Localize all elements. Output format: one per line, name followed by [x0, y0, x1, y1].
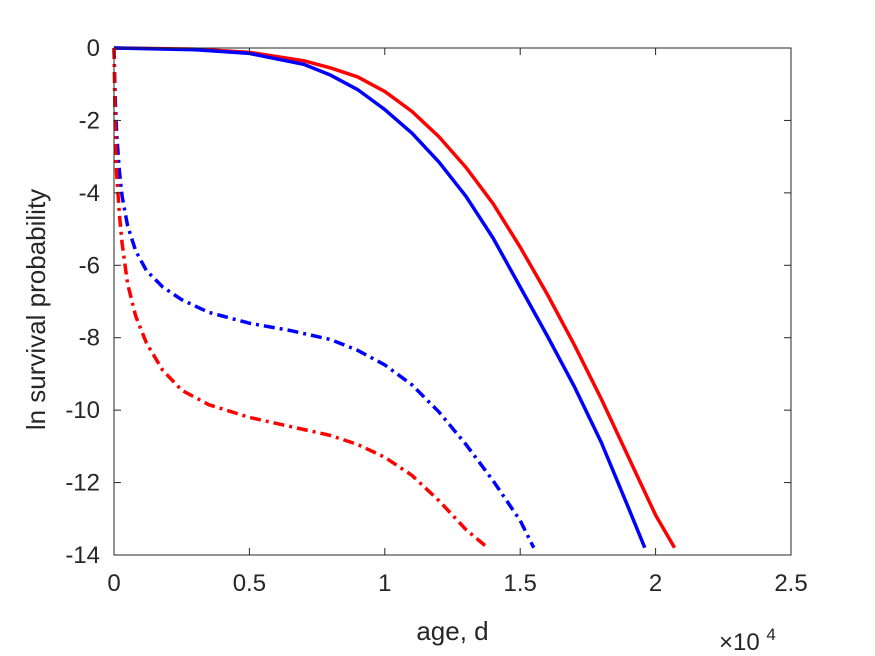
- y-tick-label: -10: [65, 397, 100, 424]
- y-axis-label: ln survival probability: [21, 189, 51, 430]
- y-tick-label: -12: [65, 470, 100, 497]
- x-axis-exponent: ×10 4: [719, 625, 776, 656]
- y-tick-label: -2: [79, 107, 100, 134]
- x-tick-label: 2: [649, 570, 662, 597]
- series-line-3: [112, 47, 536, 549]
- y-tick-label: -6: [79, 252, 100, 279]
- y-tick-label: -4: [79, 180, 100, 207]
- x-tick-label: 2.5: [774, 570, 807, 597]
- series-line-2: [113, 46, 647, 549]
- x-tick-label: 1: [378, 570, 391, 597]
- x-axis-exponent-base: ×10: [719, 629, 760, 656]
- x-axis-exponent-power: 4: [766, 625, 775, 644]
- x-tick-label: 1.5: [504, 570, 537, 597]
- axes-box: [113, 47, 792, 556]
- x-tick-label: 0: [107, 570, 120, 597]
- y-tick-label: -14: [65, 542, 100, 569]
- series-line-4: [112, 47, 489, 550]
- x-axis-label: age, d: [416, 616, 488, 646]
- y-tick-label: -8: [79, 325, 100, 352]
- ticks-layer: 0 0.5 1 1.5 2 2.5 0 -2 -4 -6 -8 -10 -12 -14: [65, 35, 807, 597]
- x-tick-label: 0.5: [233, 570, 266, 597]
- series-layer: [112, 46, 677, 550]
- series-line-1: [113, 46, 677, 549]
- y-tick-label: 0: [87, 35, 100, 62]
